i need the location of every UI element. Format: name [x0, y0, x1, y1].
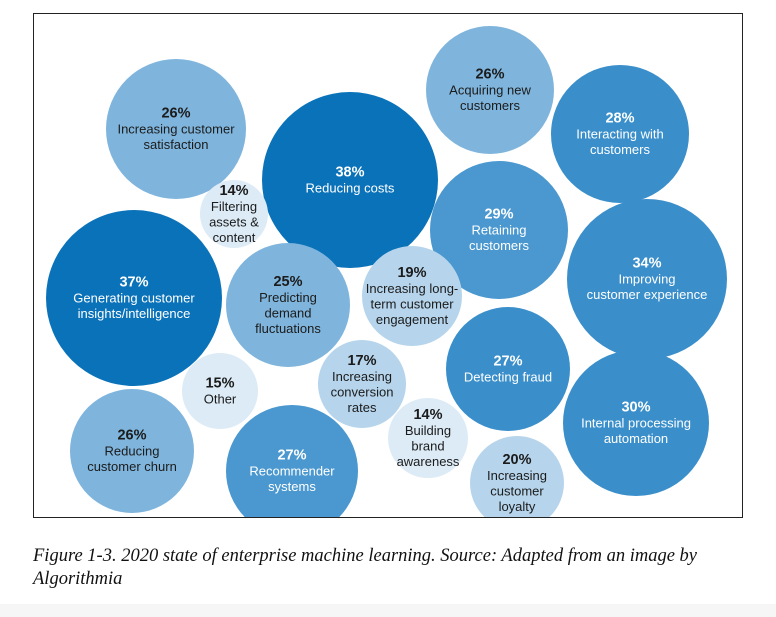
bubble-category-label: customer — [490, 483, 544, 498]
bubble-category-label: Increasing — [332, 369, 392, 384]
bubble-circle — [567, 199, 727, 359]
bubble-circle — [446, 307, 570, 431]
bubble-category-label: assets & — [209, 214, 259, 229]
bubble-chart-svg: 26%Increasing customersatisfaction38%Red… — [46, 26, 727, 517]
bubble-category-label: customer experience — [587, 287, 708, 302]
bubble-category-label: Increasing long- — [366, 281, 459, 296]
bubble-category-label: brand — [411, 438, 444, 453]
bubble-category-label: Internal processing — [581, 416, 691, 431]
bubble-category-label: Interacting with — [576, 127, 663, 142]
bubble-circle — [106, 59, 246, 199]
bubble-category-label: Increasing — [487, 468, 547, 483]
bubble-value-label: 28% — [605, 111, 634, 127]
bubble-value-label: 26% — [475, 67, 504, 83]
bubble-category-label: content — [213, 230, 256, 245]
bubble-circle — [226, 243, 350, 367]
bubble: 27%Detecting fraud — [446, 307, 570, 431]
bubble-category-label: Acquiring new — [449, 83, 531, 98]
bubble-chart: 26% Increasing customer satisfaction 38% Red… — [33, 13, 743, 518]
bubble-value-label: 20% — [502, 452, 531, 468]
bubble-category-label: conversion — [331, 384, 394, 399]
bubble-category-label: loyalty — [499, 499, 536, 514]
bubble-value-label: 26% — [161, 106, 190, 122]
bubble-circle — [318, 340, 406, 428]
bubble-category-label: Filtering — [211, 199, 257, 214]
bubble-circle — [46, 210, 222, 386]
bubble-category-label: fluctuations — [255, 321, 321, 336]
bubble-value-label: 15% — [205, 375, 234, 391]
bubble-circle — [182, 353, 258, 429]
bubble-circle — [563, 350, 709, 496]
bubble-category-label: Detecting fraud — [464, 369, 552, 384]
bubble-value-label: 38% — [335, 164, 364, 180]
bubble-category-label: awareness — [397, 454, 460, 469]
page-bottom-strip — [0, 604, 776, 617]
bubble-category-label: demand — [265, 305, 312, 320]
bubble-category-label: Predicting — [259, 290, 317, 305]
bubble-value-label: 14% — [413, 407, 442, 423]
bubble-circle — [262, 92, 438, 268]
bubble-category-label: insights/intelligence — [78, 306, 191, 321]
bubble-category-label: engagement — [376, 312, 449, 327]
bubble-circle — [551, 65, 689, 203]
bubble-category-label: Retaining — [472, 223, 527, 238]
bubble-value-label: 19% — [397, 265, 426, 281]
bubble-category-label: rates — [348, 400, 377, 415]
bubble-circle — [362, 246, 462, 346]
bubble: 15%Other — [182, 353, 258, 429]
bubble-category-label: satisfaction — [143, 137, 208, 152]
bubble-circle — [430, 161, 568, 299]
bubble-value-label: 14% — [219, 183, 248, 199]
bubble-category-label: systems — [268, 479, 316, 494]
bubble: 37%Generating customerinsights/intellige… — [46, 210, 222, 386]
bubble: 19%Increasing long-term customerengageme… — [362, 246, 462, 346]
bubble: 38%Reducing costs — [262, 92, 438, 268]
bubble-circle — [388, 398, 468, 478]
bubble-value-label: 30% — [621, 400, 650, 416]
bubble-category-label: customers — [460, 98, 520, 113]
bubble-value-label: 29% — [484, 207, 513, 223]
bubble-circle — [470, 436, 564, 517]
bubble-value-label: 25% — [273, 274, 302, 290]
bubble-value-label: 27% — [493, 353, 522, 369]
bubble-category-label: Increasing customer — [117, 122, 235, 137]
bubble-category-label: Reducing — [105, 444, 160, 459]
bubble-category-label: Recommender — [249, 464, 335, 479]
bubble-category-label: term customer — [370, 296, 454, 311]
bubble-value-label: 26% — [117, 428, 146, 444]
bubble-category-label: customers — [590, 142, 650, 157]
bubble-category-label: automation — [604, 431, 668, 446]
bubble-category-label: Improving — [618, 272, 675, 287]
figure-caption: Figure 1-3. 2020 state of enterprise mac… — [33, 546, 698, 589]
bubble-value-label: 17% — [347, 353, 376, 369]
bubble-category-label: Reducing costs — [306, 180, 395, 195]
bubble-circle — [426, 26, 554, 154]
bubble-circle — [226, 405, 358, 517]
bubble-value-label: 34% — [632, 256, 661, 272]
bubble-value-label: 27% — [277, 448, 306, 464]
bubble-category-label: Building — [405, 423, 451, 438]
bubble-category-label: Generating customer — [73, 291, 195, 306]
bubble-category-label: Other — [204, 391, 237, 406]
bubble-circle — [70, 389, 194, 513]
bubble-category-label: customers — [469, 238, 529, 253]
bubble-category-label: customer churn — [87, 459, 177, 474]
bubble-value-label: 37% — [119, 275, 148, 291]
bubble-circle — [200, 180, 268, 248]
